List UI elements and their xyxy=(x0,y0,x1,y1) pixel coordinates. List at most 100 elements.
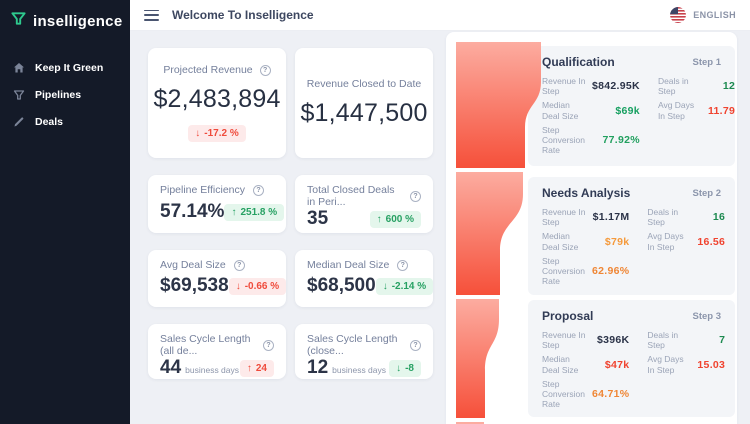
trend-arrow-icon: ↑ xyxy=(246,362,252,374)
metric-value: 11.79 xyxy=(707,104,735,117)
home-icon xyxy=(12,61,25,74)
metric-value: $47k xyxy=(604,358,630,371)
stage-step-label: Step 3 xyxy=(692,310,721,322)
kpi-value: $1,447,500 xyxy=(300,99,428,127)
app-logo[interactable]: inselligence xyxy=(0,0,130,40)
kpi-card-avg-deal-size: Avg Deal Size $69,538 ↓ -0.66 % xyxy=(148,250,287,307)
kpi-card-projected-revenue: Projected Revenue $2,483,894 ↓ -17.2 % xyxy=(148,48,286,158)
metric-value: $1.17M xyxy=(592,211,630,224)
funnel-stage-card-needs-analysis: Needs Analysis Step 2 Revenue In Step $1.… xyxy=(528,177,735,295)
sidebar: inselligence Keep It Green Pipelines Dea… xyxy=(0,0,130,424)
funnel-chart xyxy=(456,42,541,424)
kpi-label: Sales Cycle Length (all de... xyxy=(160,333,251,357)
trend-arrow-icon: ↓ xyxy=(382,280,388,292)
kpi-label: Total Closed Deals in Peri... xyxy=(307,184,395,208)
kpi-value: $68,500 xyxy=(307,275,376,296)
metric-label: Step Conversion Rate xyxy=(542,378,585,410)
kpi-label: Revenue Closed to Date xyxy=(306,78,422,90)
funnel-stage-card-qualification: Qualification Step 1 Revenue In Step $842… xyxy=(528,46,735,166)
kpi-label: Pipeline Efficiency xyxy=(160,184,246,196)
kpi-unit: business days xyxy=(185,365,240,375)
metric-value: 16 xyxy=(712,211,726,224)
pencil-icon xyxy=(12,115,25,128)
kpi-value: 57.14% xyxy=(160,201,225,222)
trend-arrow-icon: ↓ xyxy=(195,128,201,139)
metric-label: Avg Days In Step xyxy=(657,100,695,121)
help-icon[interactable] xyxy=(410,339,421,351)
metric-value: 7 xyxy=(719,334,726,347)
page-title: Welcome To Inselligence xyxy=(172,8,314,22)
metric-value: 77.92% xyxy=(602,134,640,147)
sidebar-item-keep-it-green[interactable]: Keep It Green xyxy=(0,54,130,81)
metric-value: 16.56 xyxy=(697,235,726,248)
funnel-segment-proposal[interactable] xyxy=(456,299,499,418)
kpi-value: $69,538 xyxy=(160,275,229,296)
help-icon[interactable] xyxy=(397,259,409,271)
trend-value: 24 xyxy=(255,362,267,374)
metric-value: $79k xyxy=(604,235,630,248)
funnel-segment-qualification[interactable] xyxy=(456,42,541,168)
trend-value: -8 xyxy=(405,362,414,374)
funnel-stage-card-proposal: Proposal Step 3 Revenue In Step $396K Dea… xyxy=(528,300,735,417)
metric-label: Median Deal Size xyxy=(542,354,579,375)
metric-label: Median Deal Size xyxy=(542,100,579,121)
help-icon[interactable] xyxy=(259,64,271,76)
stage-step-label: Step 2 xyxy=(692,187,721,199)
metric-label: Revenue In Step xyxy=(542,330,586,351)
stage-name: Needs Analysis xyxy=(542,186,631,200)
trend-value: 251.8 % xyxy=(240,206,278,218)
metric-value: 64.71% xyxy=(592,388,630,401)
trend-badge: ↓ -8 xyxy=(389,359,421,377)
trend-badge: ↑ 600 % xyxy=(369,210,421,228)
logo-funnel-icon xyxy=(10,10,27,32)
metric-value: $396K xyxy=(596,334,630,347)
help-icon[interactable] xyxy=(410,190,421,202)
trend-value: -17.2 % xyxy=(204,128,239,139)
kpi-value: 44 xyxy=(160,357,182,378)
sidebar-item-label: Keep It Green xyxy=(35,61,104,74)
metric-value: 12 xyxy=(722,80,735,93)
kpi-label: Avg Deal Size xyxy=(160,259,226,271)
metric-value: 15.03 xyxy=(697,358,726,371)
trend-badge: ↓ -17.2 % xyxy=(188,125,246,142)
kpi-label: Sales Cycle Length (close... xyxy=(307,333,398,357)
trend-arrow-icon: ↑ xyxy=(376,213,382,225)
metric-label: Avg Days In Step xyxy=(647,354,684,375)
metric-label: Revenue In Step xyxy=(542,76,586,97)
trend-badge: ↓ -2.14 % xyxy=(375,277,434,295)
trend-value: -2.14 % xyxy=(391,280,427,292)
metric-label: Revenue In Step xyxy=(542,207,586,228)
kpi-label: Median Deal Size xyxy=(307,259,390,271)
metric-label: Avg Days In Step xyxy=(647,231,684,252)
stage-name: Proposal xyxy=(542,309,594,323)
sidebar-item-deals[interactable]: Deals xyxy=(0,108,130,135)
metric-label: Median Deal Size xyxy=(542,231,579,252)
metric-value: 62.96% xyxy=(592,265,630,278)
kpi-card-sales-cycle-closed: Sales Cycle Length (close... 12 business… xyxy=(295,324,433,379)
sidebar-item-pipelines[interactable]: Pipelines xyxy=(0,81,130,108)
trend-arrow-icon: ↑ xyxy=(231,206,237,218)
kpi-card-median-deal-size: Median Deal Size $68,500 ↓ -2.14 % xyxy=(295,250,434,307)
pipeline-funnel-panel: Qualification Step 1 Revenue In Step $842… xyxy=(446,32,737,424)
kpi-grid: Projected Revenue $2,483,894 ↓ -17.2 % R… xyxy=(148,48,434,379)
trend-arrow-icon: ↓ xyxy=(235,280,241,292)
kpi-label: Projected Revenue xyxy=(163,64,253,76)
metric-label: Step Conversion Rate xyxy=(542,255,585,287)
kpi-card-revenue-closed: Revenue Closed to Date $1,447,500 xyxy=(295,48,433,158)
hamburger-menu-icon[interactable] xyxy=(144,9,159,21)
stage-name: Qualification xyxy=(542,55,615,69)
stage-step-label: Step 1 xyxy=(692,56,721,68)
sidebar-menu: Keep It Green Pipelines Deals xyxy=(0,54,130,135)
help-icon[interactable] xyxy=(263,339,274,351)
us-flag-icon[interactable] xyxy=(670,7,687,23)
trend-badge: ↓ -0.66 % xyxy=(228,277,287,295)
help-icon[interactable] xyxy=(233,259,245,271)
kpi-card-total-closed-deals: Total Closed Deals in Peri... 35 ↑ 600 % xyxy=(295,175,433,233)
sidebar-item-label: Deals xyxy=(35,115,64,128)
funnel-segment-needs-analysis[interactable] xyxy=(456,172,523,295)
help-icon[interactable] xyxy=(253,184,265,196)
kpi-value: 35 xyxy=(307,208,329,229)
trend-badge: ↑ 251.8 % xyxy=(224,203,285,221)
kpi-unit: business days xyxy=(332,365,387,375)
language-selector[interactable]: ENGLISH xyxy=(693,10,736,20)
